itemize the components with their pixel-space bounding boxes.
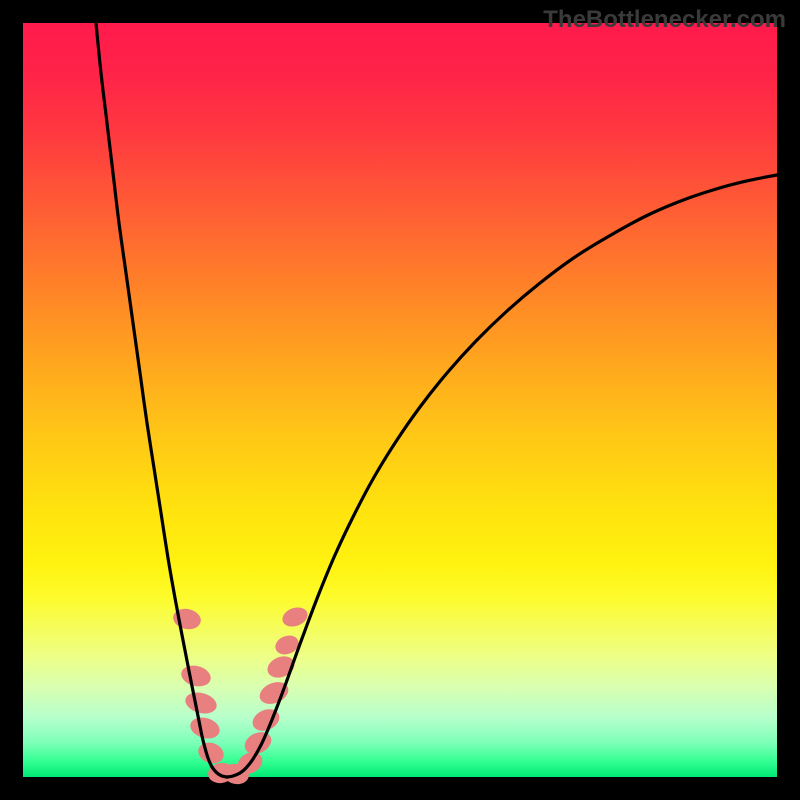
markers-group [171,604,310,786]
marker [179,663,213,690]
watermark-text: TheBottlenecker.com [543,6,786,34]
marker [183,689,219,717]
plot-area [23,23,777,777]
chart-svg [23,23,777,777]
curve-left [96,23,227,777]
marker [188,714,222,741]
chart-frame: TheBottlenecker.com [0,0,800,800]
curve-right [227,175,777,777]
